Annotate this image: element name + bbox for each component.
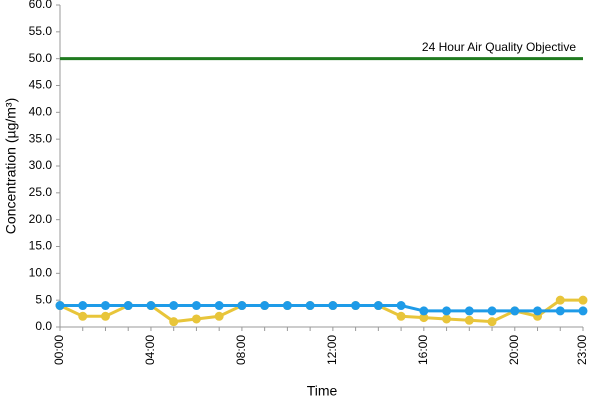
data-point [78, 311, 88, 321]
data-point [396, 311, 406, 321]
y-tick-label: 55.0 [29, 24, 53, 38]
y-tick-label: 40.0 [29, 105, 53, 119]
y-tick-label: 25.0 [29, 185, 53, 199]
data-point [191, 314, 201, 324]
data-point [214, 311, 224, 321]
data-point [351, 301, 361, 311]
data-point [169, 301, 179, 311]
y-tick-label: 35.0 [29, 131, 53, 145]
data-point [237, 301, 247, 311]
series-line [60, 304, 583, 313]
x-tick-label: 00:00 [52, 335, 66, 365]
y-tick-label: 5.0 [35, 292, 52, 306]
y-tick-label: 50.0 [29, 51, 53, 65]
data-point [146, 301, 156, 311]
data-point [396, 301, 406, 311]
data-point [191, 301, 201, 311]
data-point [282, 301, 292, 311]
data-point [169, 317, 179, 327]
data-point [260, 301, 270, 311]
x-tick-label: 08:00 [234, 335, 248, 365]
y-tick-label: 15.0 [29, 239, 53, 253]
data-point [100, 301, 110, 311]
y-tick-label: 30.0 [29, 158, 53, 172]
x-tick-label: 23:00 [575, 335, 589, 365]
x-tick-label: 12:00 [325, 335, 339, 365]
data-point [328, 301, 338, 311]
y-tick-label: 0.0 [35, 319, 52, 333]
data-point [464, 306, 474, 316]
x-axis-label: Time [307, 383, 338, 399]
x-tick-label: 16:00 [416, 335, 430, 365]
data-point [578, 295, 588, 305]
data-point [578, 306, 588, 316]
data-point [373, 301, 383, 311]
data-point [100, 311, 110, 321]
data-point [533, 306, 543, 316]
data-point [555, 295, 565, 305]
data-point [123, 301, 133, 311]
data-point [55, 301, 65, 311]
data-point [305, 301, 315, 311]
y-tick-label: 10.0 [29, 266, 53, 280]
y-axis-label: Concentration (µg/m³) [3, 98, 19, 234]
data-point [214, 301, 224, 311]
data-point [442, 314, 452, 324]
reference-label: 24 Hour Air Quality Objective [422, 40, 576, 54]
y-tick-label: 60.0 [29, 0, 53, 11]
data-point [555, 306, 565, 316]
data-point [78, 301, 88, 311]
data-point [487, 306, 497, 316]
data-point [510, 306, 520, 316]
data-point [419, 306, 429, 316]
data-point [464, 315, 474, 325]
y-tick-label: 20.0 [29, 212, 53, 226]
x-tick-label: 04:00 [143, 335, 157, 365]
data-point [487, 317, 497, 327]
data-point [442, 306, 452, 316]
x-tick-label: 20:00 [507, 335, 521, 365]
y-tick-label: 45.0 [29, 78, 53, 92]
